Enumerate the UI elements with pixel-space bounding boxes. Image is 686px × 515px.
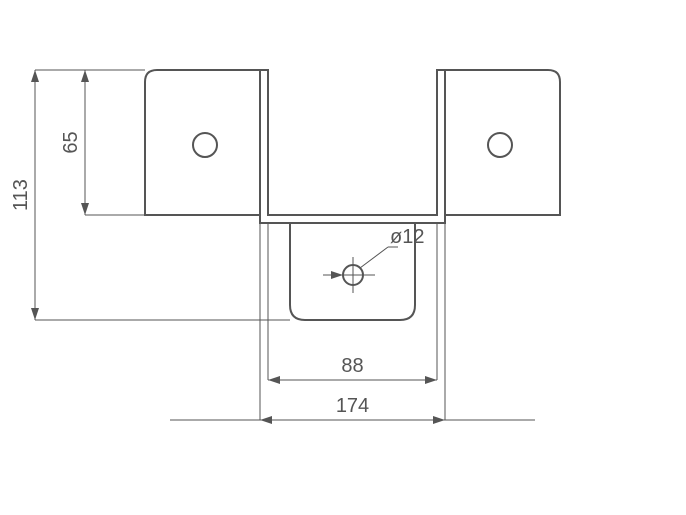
dim-hole-dia: ø12 [390,226,424,248]
right-flange [445,70,560,215]
engineering-drawing: 113 65 88 174 ø12 [0,0,686,515]
right-hole [488,133,512,157]
dimensions: 113 65 88 174 ø12 [10,70,535,420]
dim-113: 113 [10,179,32,211]
left-hole [193,133,217,157]
dim-88: 88 [341,355,363,377]
bracket-part [145,70,560,320]
left-flange [145,70,260,215]
u-web [260,70,445,223]
dim-174: 174 [336,395,369,417]
dim-65: 65 [60,131,82,153]
